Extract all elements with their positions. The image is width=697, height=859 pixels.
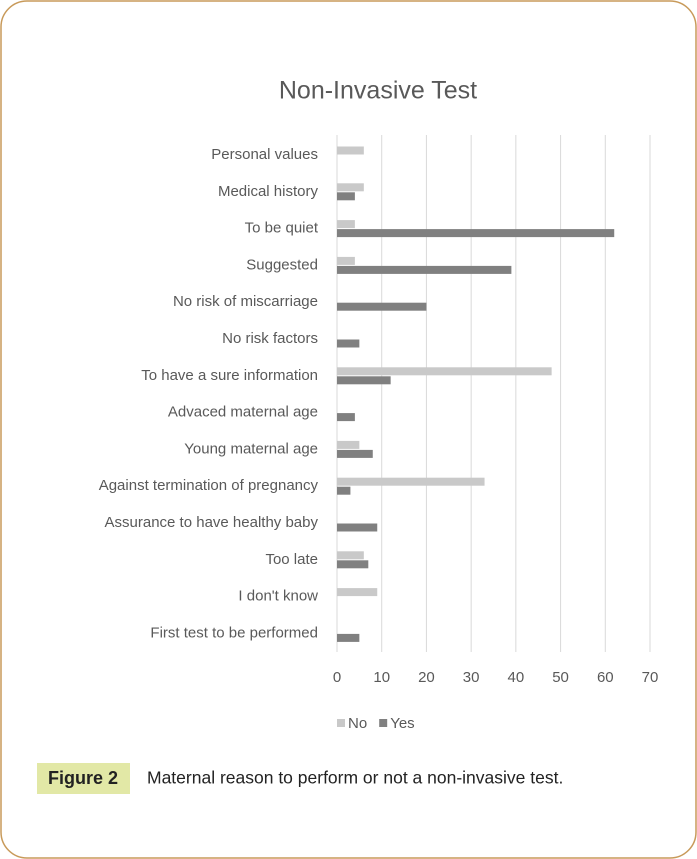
y-tick-label: First test to be performed xyxy=(150,624,318,641)
x-tick-label: 60 xyxy=(597,669,614,686)
bar xyxy=(337,523,378,532)
bar xyxy=(337,146,364,155)
chart-title: Non-Invasive Test xyxy=(279,77,477,105)
x-tick-label: 10 xyxy=(373,669,390,686)
bar xyxy=(337,192,355,201)
y-tick-label: To have a sure information xyxy=(141,367,318,384)
y-tick-label: I don't know xyxy=(238,588,318,605)
bar xyxy=(337,449,373,458)
bar xyxy=(337,486,351,495)
y-tick-label: No risk factors xyxy=(222,330,318,347)
caption-text: Maternal reason to perform or not a non-… xyxy=(147,768,563,788)
y-tick-label: Advaced maternal age xyxy=(168,404,318,421)
bar xyxy=(337,440,360,449)
bar xyxy=(337,302,427,311)
y-tick-label: Personal values xyxy=(211,146,318,163)
y-tick-label: Too late xyxy=(265,551,318,568)
bar xyxy=(337,588,378,597)
bar xyxy=(337,220,355,229)
bar xyxy=(337,339,360,348)
bar xyxy=(337,229,615,238)
y-tick-label: No risk of miscarriage xyxy=(173,293,318,310)
x-tick-label: 70 xyxy=(642,669,659,686)
y-tick-label: Against termination of pregnancy xyxy=(99,477,319,494)
y-tick-label: Suggested xyxy=(246,256,318,273)
bar xyxy=(337,376,391,385)
legend-label: Yes xyxy=(390,715,414,732)
x-tick-label: 20 xyxy=(418,669,435,686)
y-tick-label: Medical history xyxy=(218,183,319,200)
y-tick-label: Assurance to have healthy baby xyxy=(105,514,319,531)
legend-swatch xyxy=(337,719,345,727)
y-tick-label: To be quiet xyxy=(245,220,319,237)
bar xyxy=(337,265,512,274)
legend-swatch xyxy=(379,719,388,727)
bar xyxy=(337,367,552,376)
bar xyxy=(337,183,364,192)
bar xyxy=(337,413,355,422)
bar xyxy=(337,560,369,569)
caption-label: Figure 2 xyxy=(48,768,118,788)
x-tick-label: 30 xyxy=(463,669,480,686)
x-tick-label: 40 xyxy=(508,669,525,686)
x-tick-label: 0 xyxy=(333,669,341,686)
bar xyxy=(337,551,364,560)
x-tick-label: 50 xyxy=(552,669,569,686)
bar xyxy=(337,633,360,642)
y-tick-label: Young maternal age xyxy=(184,440,318,457)
bar xyxy=(337,477,485,486)
caption-label-box xyxy=(37,763,130,794)
bar xyxy=(337,256,355,265)
legend-label: No xyxy=(348,715,367,732)
